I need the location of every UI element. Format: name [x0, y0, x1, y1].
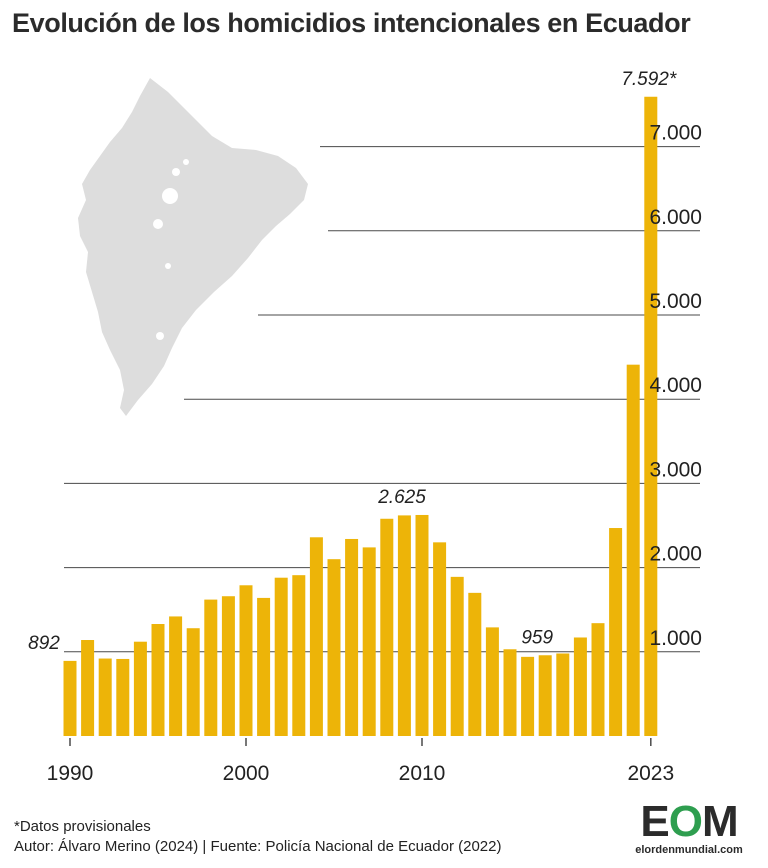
- eom-logo: EOM elordenmundial.com: [624, 800, 754, 860]
- bar-2016: [521, 656, 535, 736]
- bar-2008: [380, 518, 394, 736]
- bar-1992: [98, 658, 112, 736]
- bar-2010: [415, 514, 429, 736]
- bar-1991: [81, 640, 95, 736]
- bar-1990: [63, 660, 77, 736]
- credit-line: Autor: Álvaro Merino (2024) | Fuente: Po…: [14, 838, 502, 855]
- bar-2017: [538, 655, 552, 736]
- bar-2015: [503, 649, 517, 736]
- bar-2004: [309, 537, 323, 736]
- bar-1998: [204, 599, 218, 736]
- y-tick-label: 3.000: [649, 458, 702, 481]
- x-tick-label: 1990: [47, 762, 94, 785]
- bar-1993: [116, 658, 130, 736]
- ecuador-map-icon: [78, 78, 308, 416]
- data-label-2017: 959: [521, 627, 553, 648]
- bar-2021: [609, 528, 623, 736]
- bar-2012: [450, 576, 464, 736]
- bar-2018: [556, 653, 570, 736]
- bar-1995: [151, 624, 165, 736]
- bar-2000: [239, 585, 253, 736]
- bar-2009: [397, 515, 411, 736]
- bar-2007: [362, 547, 376, 736]
- bar-2001: [257, 597, 271, 736]
- footnote: *Datos provisionales: [14, 818, 151, 835]
- bar-1999: [221, 596, 235, 736]
- x-tick-label: 2023: [627, 762, 674, 785]
- bar-1996: [169, 616, 183, 736]
- data-label-2023: 7.592*: [621, 69, 677, 90]
- bar-1997: [186, 628, 200, 736]
- bar-2013: [468, 592, 482, 736]
- bar-2011: [433, 542, 447, 736]
- logo-url: elordenmundial.com: [635, 844, 743, 856]
- y-tick-label: 5.000: [649, 290, 702, 313]
- y-tick-label: 2.000: [649, 543, 702, 566]
- x-tick-label: 2010: [399, 762, 446, 785]
- y-tick-label: 6.000: [649, 206, 702, 229]
- data-label-1990: 892: [28, 633, 60, 654]
- bar-2005: [327, 559, 341, 736]
- bar-2002: [274, 577, 288, 736]
- y-tick-label: 4.000: [649, 374, 702, 397]
- y-tick-label: 7.000: [649, 122, 702, 145]
- chart-title: Evolución de los homicidios intencionale…: [12, 8, 691, 38]
- data-label-2010: 2.625: [377, 487, 426, 508]
- bar-2019: [573, 637, 587, 736]
- bar-2014: [485, 627, 499, 736]
- x-tick-label: 2000: [223, 762, 270, 785]
- bar-2020: [591, 623, 605, 736]
- bar-2022: [626, 364, 640, 736]
- bar-2006: [345, 538, 359, 736]
- bar-1994: [133, 641, 147, 736]
- bar-2003: [292, 575, 306, 736]
- bar-2023: [644, 96, 658, 736]
- logo-mark: EOM: [640, 797, 738, 846]
- y-tick-label: 1.000: [649, 627, 702, 650]
